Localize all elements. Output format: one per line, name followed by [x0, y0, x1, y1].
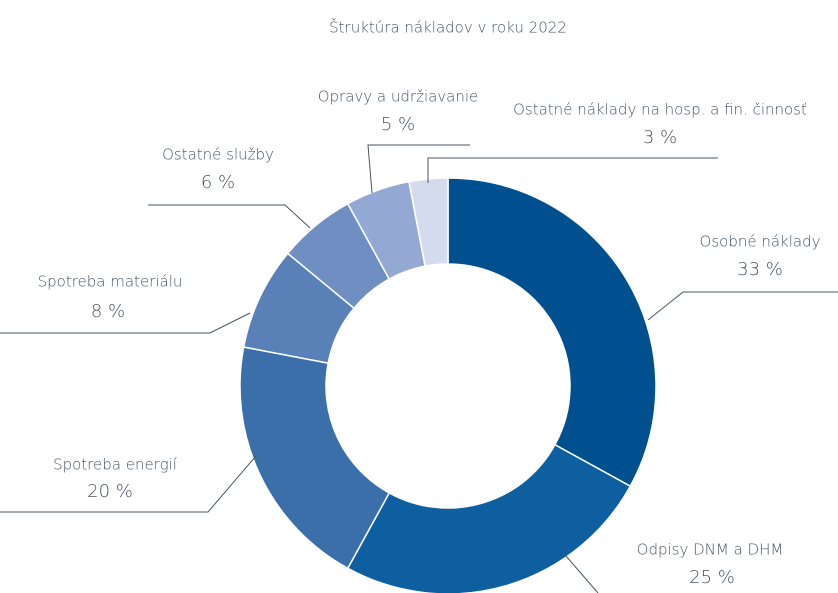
value-label: 20 % [87, 481, 133, 502]
slice-label: Spotreba energií [53, 456, 178, 474]
value-label: 25 % [689, 567, 735, 588]
value-label: 6 % [201, 172, 235, 193]
slice-label: Odpisy DNM a DHM [637, 541, 784, 559]
leader-line [565, 555, 599, 593]
leader-line [367, 144, 470, 194]
leader-line [0, 455, 257, 513]
donut-slice [239, 346, 391, 570]
value-label: 33 % [737, 259, 783, 280]
value-label: 5 % [381, 114, 415, 135]
slice-label: Osobné náklady [700, 233, 821, 251]
value-label: 3 % [643, 127, 677, 148]
slice-label: Opravy a udržiavanie [318, 88, 479, 106]
slice-label: Ostatné náklady na hosp. a fin. činnosť [513, 101, 807, 119]
slice-label: Ostatné služby [162, 146, 274, 164]
leader-line [148, 204, 311, 229]
slice-label: Spotreba materiálu [38, 273, 183, 291]
donut-slice [346, 443, 632, 593]
leader-line [0, 312, 251, 334]
chart-title: Štruktúra nákladov v roku 2022 [329, 18, 567, 37]
donut-slice [408, 177, 449, 268]
leader-line [427, 157, 718, 183]
donut-slice [447, 177, 657, 488]
leader-line [647, 291, 838, 321]
value-label: 8 % [91, 301, 125, 322]
